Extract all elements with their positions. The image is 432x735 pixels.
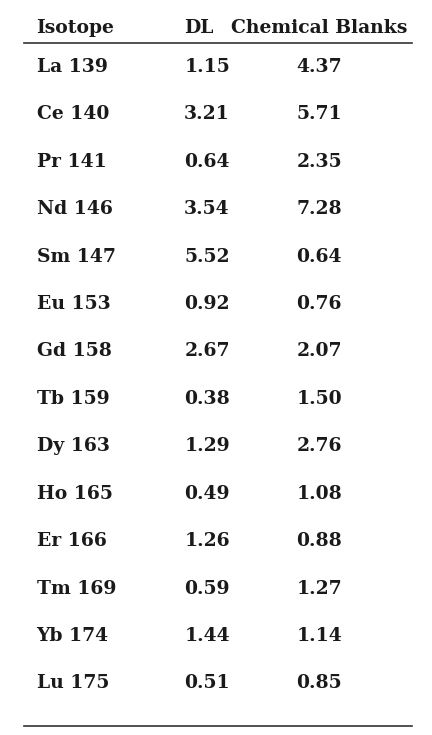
Text: 2.35: 2.35 [296, 153, 342, 171]
Text: 4.37: 4.37 [296, 58, 342, 76]
Text: Sm 147: Sm 147 [37, 248, 115, 265]
Text: 2.76: 2.76 [296, 437, 342, 455]
Text: 0.64: 0.64 [296, 248, 342, 265]
Text: 0.64: 0.64 [184, 153, 230, 171]
Text: Lu 175: Lu 175 [37, 674, 109, 692]
Text: Tm 169: Tm 169 [37, 579, 116, 598]
Text: 2.67: 2.67 [184, 343, 230, 360]
Text: Eu 153: Eu 153 [37, 295, 110, 313]
Text: Isotope: Isotope [37, 19, 114, 37]
Text: 2.07: 2.07 [296, 343, 342, 360]
Text: 3.21: 3.21 [184, 105, 230, 123]
Text: Tb 159: Tb 159 [37, 390, 109, 408]
Text: 1.27: 1.27 [296, 579, 342, 598]
Text: Nd 146: Nd 146 [37, 200, 112, 218]
Text: Ce 140: Ce 140 [37, 105, 109, 123]
Text: Ho 165: Ho 165 [37, 484, 112, 503]
Text: 0.51: 0.51 [184, 674, 230, 692]
Text: 0.88: 0.88 [296, 532, 342, 550]
Text: Chemical Blanks: Chemical Blanks [231, 19, 407, 37]
Text: 5.52: 5.52 [184, 248, 230, 265]
Text: 1.44: 1.44 [184, 627, 230, 645]
Text: Dy 163: Dy 163 [37, 437, 110, 455]
Text: Pr 141: Pr 141 [37, 153, 106, 171]
Text: 0.59: 0.59 [184, 579, 230, 598]
Text: DL: DL [184, 19, 213, 37]
Text: Gd 158: Gd 158 [37, 343, 111, 360]
Text: 1.15: 1.15 [184, 58, 230, 76]
Text: 0.49: 0.49 [184, 484, 230, 503]
Text: 0.85: 0.85 [296, 674, 342, 692]
Text: La 139: La 139 [37, 58, 108, 76]
Text: 1.14: 1.14 [296, 627, 342, 645]
Text: Yb 174: Yb 174 [37, 627, 109, 645]
Text: 1.29: 1.29 [184, 437, 230, 455]
Text: 3.54: 3.54 [184, 200, 230, 218]
Text: 0.76: 0.76 [296, 295, 342, 313]
Text: 5.71: 5.71 [296, 105, 342, 123]
Text: 0.38: 0.38 [184, 390, 230, 408]
Text: 7.28: 7.28 [296, 200, 342, 218]
Text: 1.26: 1.26 [184, 532, 230, 550]
Text: 1.50: 1.50 [296, 390, 342, 408]
Text: 0.92: 0.92 [184, 295, 230, 313]
Text: Er 166: Er 166 [37, 532, 106, 550]
Text: 1.08: 1.08 [296, 484, 342, 503]
